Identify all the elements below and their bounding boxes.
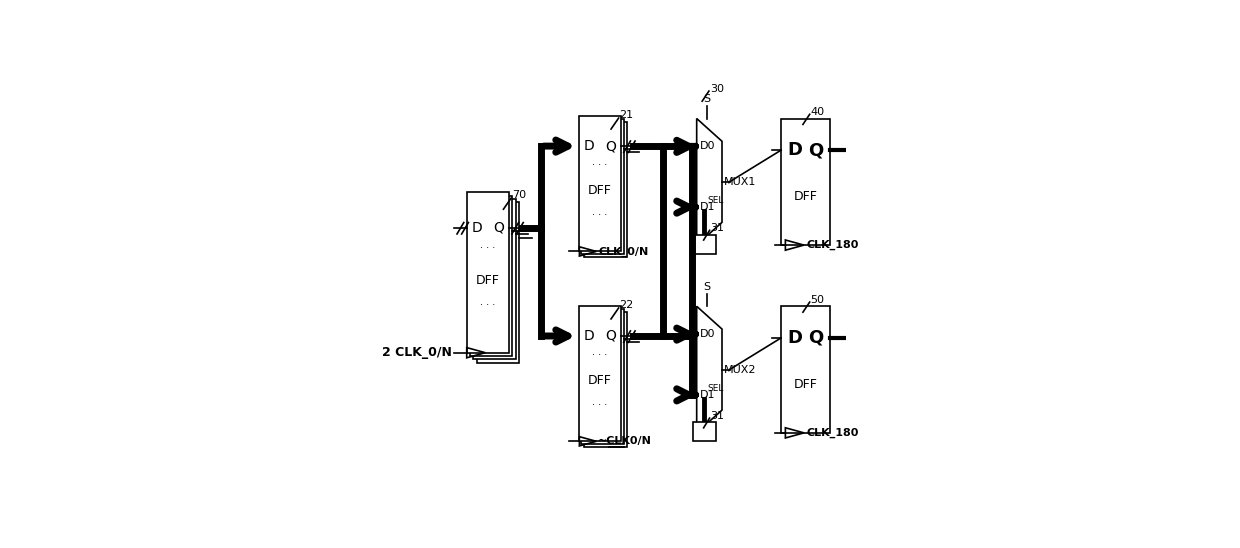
Bar <box>474 199 516 359</box>
Bar <box>579 306 621 441</box>
Text: D: D <box>787 329 802 347</box>
Text: Q: Q <box>808 141 823 159</box>
Text: DFF: DFF <box>794 378 817 391</box>
Text: DFF: DFF <box>476 274 500 287</box>
Text: 31: 31 <box>711 223 724 233</box>
Text: CLK_0/N: CLK_0/N <box>599 246 649 256</box>
Text: MUX2: MUX2 <box>724 364 756 375</box>
Bar <box>584 312 626 447</box>
Bar <box>466 192 508 353</box>
Text: D1: D1 <box>699 202 715 212</box>
Text: CLK_180: CLK_180 <box>806 240 858 250</box>
Text: S: S <box>703 94 711 104</box>
Text: S: S <box>703 282 711 292</box>
Text: 31: 31 <box>711 410 724 421</box>
Text: D: D <box>787 141 802 159</box>
Text: Q: Q <box>808 329 823 347</box>
Text: · · ·: · · · <box>480 300 496 310</box>
Text: 40: 40 <box>811 107 825 117</box>
Text: DFF: DFF <box>794 191 817 203</box>
Text: · · ·: · · · <box>591 160 608 170</box>
Text: 30: 30 <box>709 84 724 94</box>
Text: 22: 22 <box>620 300 634 310</box>
Text: 70: 70 <box>512 190 526 201</box>
Text: D: D <box>584 139 594 153</box>
Bar <box>582 309 624 444</box>
Text: Q: Q <box>605 329 616 343</box>
Text: DFF: DFF <box>588 184 611 197</box>
Text: SEL: SEL <box>707 196 724 205</box>
Text: Q: Q <box>605 139 616 153</box>
Text: · · ·: · · · <box>480 243 496 254</box>
Text: CLK_180: CLK_180 <box>806 428 858 438</box>
Text: · · ·: · · · <box>591 400 608 410</box>
Text: · · ·: · · · <box>591 350 608 360</box>
Bar <box>781 118 830 245</box>
Text: D: D <box>584 329 594 343</box>
Bar <box>781 306 830 433</box>
Text: MUX1: MUX1 <box>724 177 756 187</box>
Bar <box>693 423 715 441</box>
Bar <box>579 116 621 252</box>
Text: D0: D0 <box>699 329 715 339</box>
Text: 2 CLK_0/N: 2 CLK_0/N <box>382 346 451 359</box>
Bar <box>477 202 520 363</box>
Text: D1: D1 <box>699 390 715 400</box>
Polygon shape <box>697 118 722 245</box>
Bar <box>582 119 624 254</box>
Text: ~CLK0/N: ~CLK0/N <box>599 436 652 446</box>
Polygon shape <box>697 306 722 433</box>
Text: D0: D0 <box>699 141 715 151</box>
Text: 50: 50 <box>811 295 825 305</box>
Bar <box>470 196 512 356</box>
Bar <box>693 235 715 254</box>
Text: D: D <box>471 221 482 235</box>
Text: DFF: DFF <box>588 374 611 387</box>
Text: SEL: SEL <box>707 384 724 393</box>
Text: · · ·: · · · <box>591 210 608 220</box>
Bar <box>584 122 626 258</box>
Text: 21: 21 <box>620 110 634 120</box>
Text: Q: Q <box>494 221 503 235</box>
